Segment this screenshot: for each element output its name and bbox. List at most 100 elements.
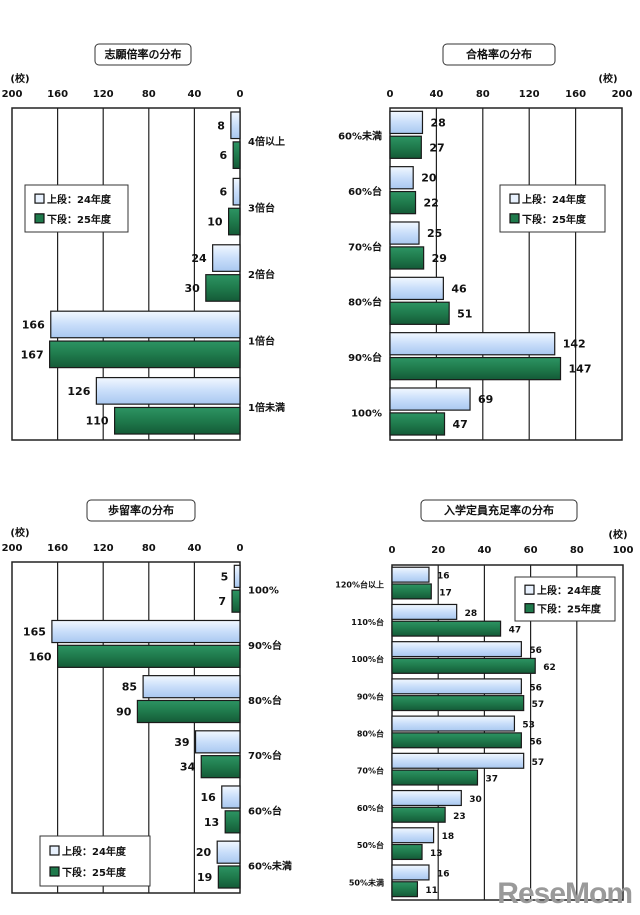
category-label: 70%台: [357, 766, 384, 776]
bar-25: [49, 340, 241, 369]
data-label: 5: [221, 570, 229, 583]
data-label: 27: [429, 141, 444, 154]
legend-entry: 下段：25年度: [47, 213, 112, 226]
category-label: 60%未満: [248, 859, 292, 872]
category-label: 80%台: [357, 729, 384, 739]
bar-24: [221, 785, 241, 809]
chart-title: 入学定員充足率の分布: [444, 503, 554, 517]
data-label: 57: [532, 758, 545, 768]
bar-25: [391, 732, 522, 749]
legend-entry: 下段：25年度: [522, 213, 587, 226]
bar-24: [194, 730, 241, 754]
legend-swatch-25: [49, 866, 60, 877]
bar-24: [391, 827, 435, 844]
category-label: 1倍未満: [248, 401, 285, 414]
bar-24: [391, 641, 522, 658]
data-label: 56: [529, 683, 542, 693]
bar-24: [391, 603, 458, 620]
tick-label: 200: [2, 89, 23, 100]
bar-24: [142, 675, 241, 699]
unit-label: (校): [598, 72, 617, 85]
category-label: 90%台: [248, 639, 282, 652]
bar-24: [216, 840, 241, 864]
legend-box: [39, 835, 151, 887]
data-label: 10: [207, 216, 223, 229]
category-label: 80%台: [248, 694, 282, 707]
chart-title-box: [86, 499, 196, 522]
data-label: 47: [453, 418, 468, 431]
bar-25: [391, 843, 423, 861]
category-label: 60%台: [348, 185, 382, 198]
tick-label: 160: [565, 89, 586, 100]
tick-label: 120: [93, 89, 114, 100]
data-label: 13: [430, 849, 443, 859]
data-label: 39: [174, 736, 189, 749]
category-label: 50%台: [357, 840, 384, 850]
tick-label: 60: [524, 545, 538, 556]
legend-entry: 下段：25年度: [62, 866, 127, 879]
bar-25: [391, 881, 419, 898]
legend-entry: 上段：24年度: [522, 193, 587, 206]
plot-area: [11, 561, 241, 894]
data-label: 20: [421, 172, 437, 185]
category-label: 90%台: [357, 691, 384, 701]
chart-panel-1: 志願倍率の分布 (校) 200 160 120 80 40 0 8 6 4倍以上 6 10 3倍台 24 30…: [2, 43, 285, 441]
legend-box: [499, 184, 606, 233]
data-label: 29: [432, 252, 447, 265]
bar-25: [205, 274, 241, 302]
bar-24: [389, 332, 556, 356]
data-label: 6: [220, 149, 228, 162]
data-label: 7: [218, 595, 226, 608]
plot-area: [11, 107, 241, 441]
data-label: 110: [86, 415, 109, 428]
data-label: 20: [196, 846, 212, 859]
legend-entry: 上段：24年度: [47, 193, 112, 206]
data-label: 24: [191, 252, 207, 265]
legend-swatch-24: [509, 193, 520, 204]
bar-25: [389, 246, 425, 270]
data-label: 16: [437, 869, 450, 879]
chart-panel-2: 合格率の分布 (校) 0 40 80 120 160 200 28 27 60%未満 20 22 60%台…: [338, 43, 632, 441]
bar-24: [391, 678, 522, 695]
category-label: 60%台: [357, 803, 384, 813]
data-label: 16: [437, 572, 450, 582]
legend-swatch-25: [524, 603, 535, 614]
data-label: 22: [424, 197, 439, 210]
category-label: 2倍台: [248, 268, 275, 281]
legend-swatch-24: [49, 845, 60, 856]
data-label: 53: [522, 721, 535, 731]
data-label: 30: [469, 795, 482, 805]
bar-25: [217, 865, 241, 889]
legend-entry: 上段：24年度: [537, 584, 602, 597]
chart-title: 合格率の分布: [466, 47, 532, 61]
bar-24: [232, 177, 241, 206]
bar-25: [389, 301, 450, 325]
tick-label: 40: [477, 545, 491, 556]
bar-25: [231, 589, 241, 613]
tick-label: 80: [142, 89, 156, 100]
bar-25: [200, 755, 241, 779]
bar-25: [389, 356, 562, 381]
data-label: 6: [220, 186, 228, 199]
data-label: 28: [465, 609, 478, 619]
tick-label: 40: [187, 543, 201, 554]
tick-label: 40: [429, 89, 443, 100]
category-label: 60%未満: [338, 130, 382, 143]
bar-25: [136, 699, 241, 724]
data-label: 28: [430, 116, 445, 129]
bar-24: [391, 715, 516, 732]
legend-entry: 下段：25年度: [537, 603, 602, 616]
data-label: 51: [457, 307, 472, 320]
watermark-logo: ReseMom: [497, 877, 633, 910]
bar-24: [389, 110, 424, 135]
plot-area: [389, 107, 623, 441]
bar-25: [228, 207, 241, 236]
data-label: 8: [217, 119, 225, 132]
chart-panel-4: 入学定員充足率の分布 (校) 0 20 40 60 80 100 16 17 120%台以上 28 47…: [335, 499, 633, 901]
bar-25: [391, 695, 525, 712]
tick-label: 80: [570, 545, 584, 556]
data-label: 19: [197, 871, 212, 884]
